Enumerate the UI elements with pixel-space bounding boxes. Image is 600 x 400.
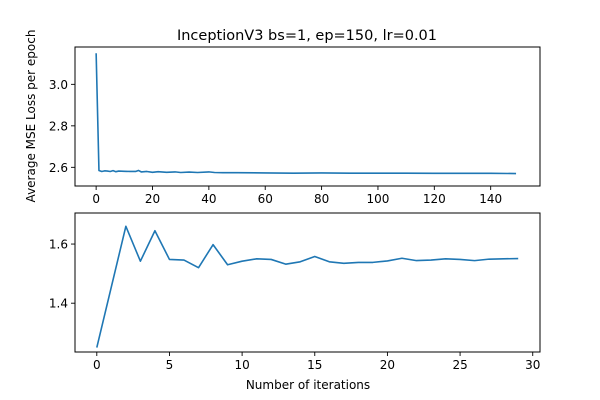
x-tick-label: 20: [380, 358, 395, 372]
x-tick-label: 20: [145, 192, 160, 206]
x-tick-label: 120: [423, 192, 446, 206]
epoch-loss-panel: 0 20 40 60 80 100 120 140 2.6 2.8 3.0: [49, 46, 541, 206]
y-tick-label: 1.6: [49, 238, 68, 252]
iteration-loss-panel: 0 5 10 15 20 25 30 1.4 1.6: [49, 212, 541, 372]
y-tick-label: 3.0: [49, 78, 68, 92]
x-tick-label: 25: [452, 358, 467, 372]
chart-title: InceptionV3 bs=1, ep=150, lr=0.01: [177, 28, 437, 44]
x-tick-label: 0: [92, 192, 100, 206]
x-tick-label: 60: [258, 192, 273, 206]
x-tick-label: 5: [166, 358, 174, 372]
x-tick-label: 40: [201, 192, 216, 206]
x-tick-label: 80: [314, 192, 329, 206]
series-line-panel1-0: [96, 225, 519, 348]
x-tick-label: 100: [367, 192, 390, 206]
y-tick-label: 1.4: [49, 297, 68, 311]
x-tick-label: 15: [307, 358, 322, 372]
x-tick-label: 10: [234, 358, 249, 372]
x-tick-label: 30: [525, 358, 540, 372]
plot-frame-panel1: [74, 212, 541, 353]
y-axis-label: Average MSE Loss per epoch: [24, 30, 38, 203]
x-axis-label: Number of iterations: [246, 378, 370, 392]
plot-frame-panel0: [74, 46, 541, 187]
x-tick-label: 0: [93, 358, 101, 372]
y-tick-label: 2.8: [49, 119, 68, 133]
series-line-panel0-0: [95, 53, 517, 175]
y-tick-label: 2.6: [49, 161, 68, 175]
x-tick-label: 140: [479, 192, 502, 206]
